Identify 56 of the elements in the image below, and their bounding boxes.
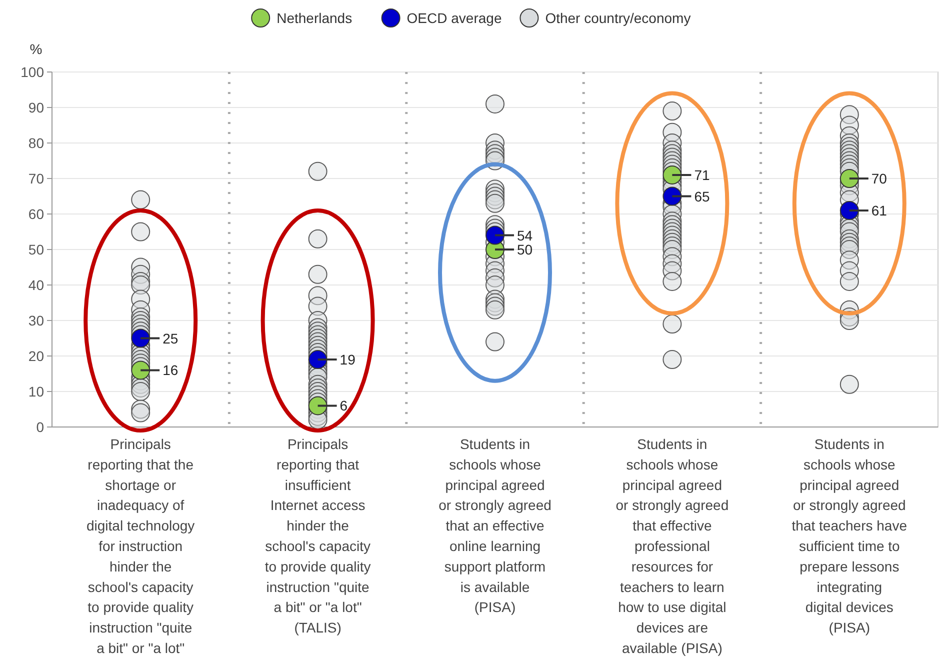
point <box>131 222 150 242</box>
y-tick-label: 40 <box>28 277 44 293</box>
point <box>840 200 859 220</box>
data-label: 70 <box>871 170 888 186</box>
point <box>131 328 150 348</box>
category-label: Principals reporting that insufficient Internet access hinder the school's capacity to provide quality instruction "quite a bit" or "a lot" (TALIS) <box>264 436 371 636</box>
point <box>308 396 328 416</box>
data-label: 25 <box>162 330 178 346</box>
data-label: 54 <box>517 227 533 244</box>
point <box>308 229 328 248</box>
point <box>662 186 682 206</box>
y-tick-label: 90 <box>28 100 44 116</box>
point <box>662 314 682 334</box>
y-tick-label: 80 <box>28 135 44 151</box>
point <box>486 300 504 320</box>
data-label: 71 <box>694 166 710 183</box>
point <box>662 272 682 291</box>
y-tick-label: 10 <box>28 384 44 400</box>
y-tick-label: 0 <box>36 419 44 435</box>
y-axis-title: % <box>30 41 42 57</box>
point <box>662 350 682 370</box>
point <box>486 94 504 114</box>
category-label: Students in schools whose principal agreed or strongly agreed that effective professional resources for teachers to learn how to use digital devices are available (PISA) <box>616 436 729 656</box>
y-tick-label: 100 <box>20 64 44 80</box>
point <box>486 194 504 213</box>
y-tick-label: 60 <box>28 206 44 222</box>
point <box>308 350 328 370</box>
point <box>308 162 328 181</box>
y-tick-label: 50 <box>28 242 44 258</box>
point <box>486 226 504 245</box>
point <box>131 403 150 422</box>
point <box>662 102 682 121</box>
data-label: 50 <box>517 242 533 258</box>
point <box>840 272 859 291</box>
point <box>840 374 859 394</box>
point <box>486 332 504 352</box>
data-label: 65 <box>694 188 710 204</box>
legend-label: Other country/economy <box>545 10 691 26</box>
data-label: 6 <box>340 398 348 414</box>
data-label: 19 <box>340 352 356 368</box>
point <box>131 360 150 380</box>
point <box>131 382 150 401</box>
point <box>840 169 859 188</box>
point <box>308 264 328 284</box>
data-label: 16 <box>162 362 178 378</box>
category-label: Students in schools whose principal agreed or strongly agreed that an effective online learning support platform is available (PISA) <box>438 436 552 616</box>
category-label: Students in schools whose principal agreed or strongly agreed that teachers have sufficient time to prepare lessons integrating digital devices (PISA) <box>792 436 907 636</box>
y-tick-label: 20 <box>28 348 44 364</box>
data-label: 61 <box>871 202 888 218</box>
category-label: Principals reporting that the shortage or inadequacy of digital technology for instruction hinder the school's capacity to provide quality instruction "quite a bit" or "a lot" <box>86 436 195 656</box>
legend-label: OECD average <box>406 10 502 26</box>
legend-label: Netherlands <box>276 10 352 26</box>
point <box>131 190 150 210</box>
y-tick-label: 70 <box>28 170 44 186</box>
y-tick-label: 30 <box>28 312 44 328</box>
point <box>662 165 682 184</box>
